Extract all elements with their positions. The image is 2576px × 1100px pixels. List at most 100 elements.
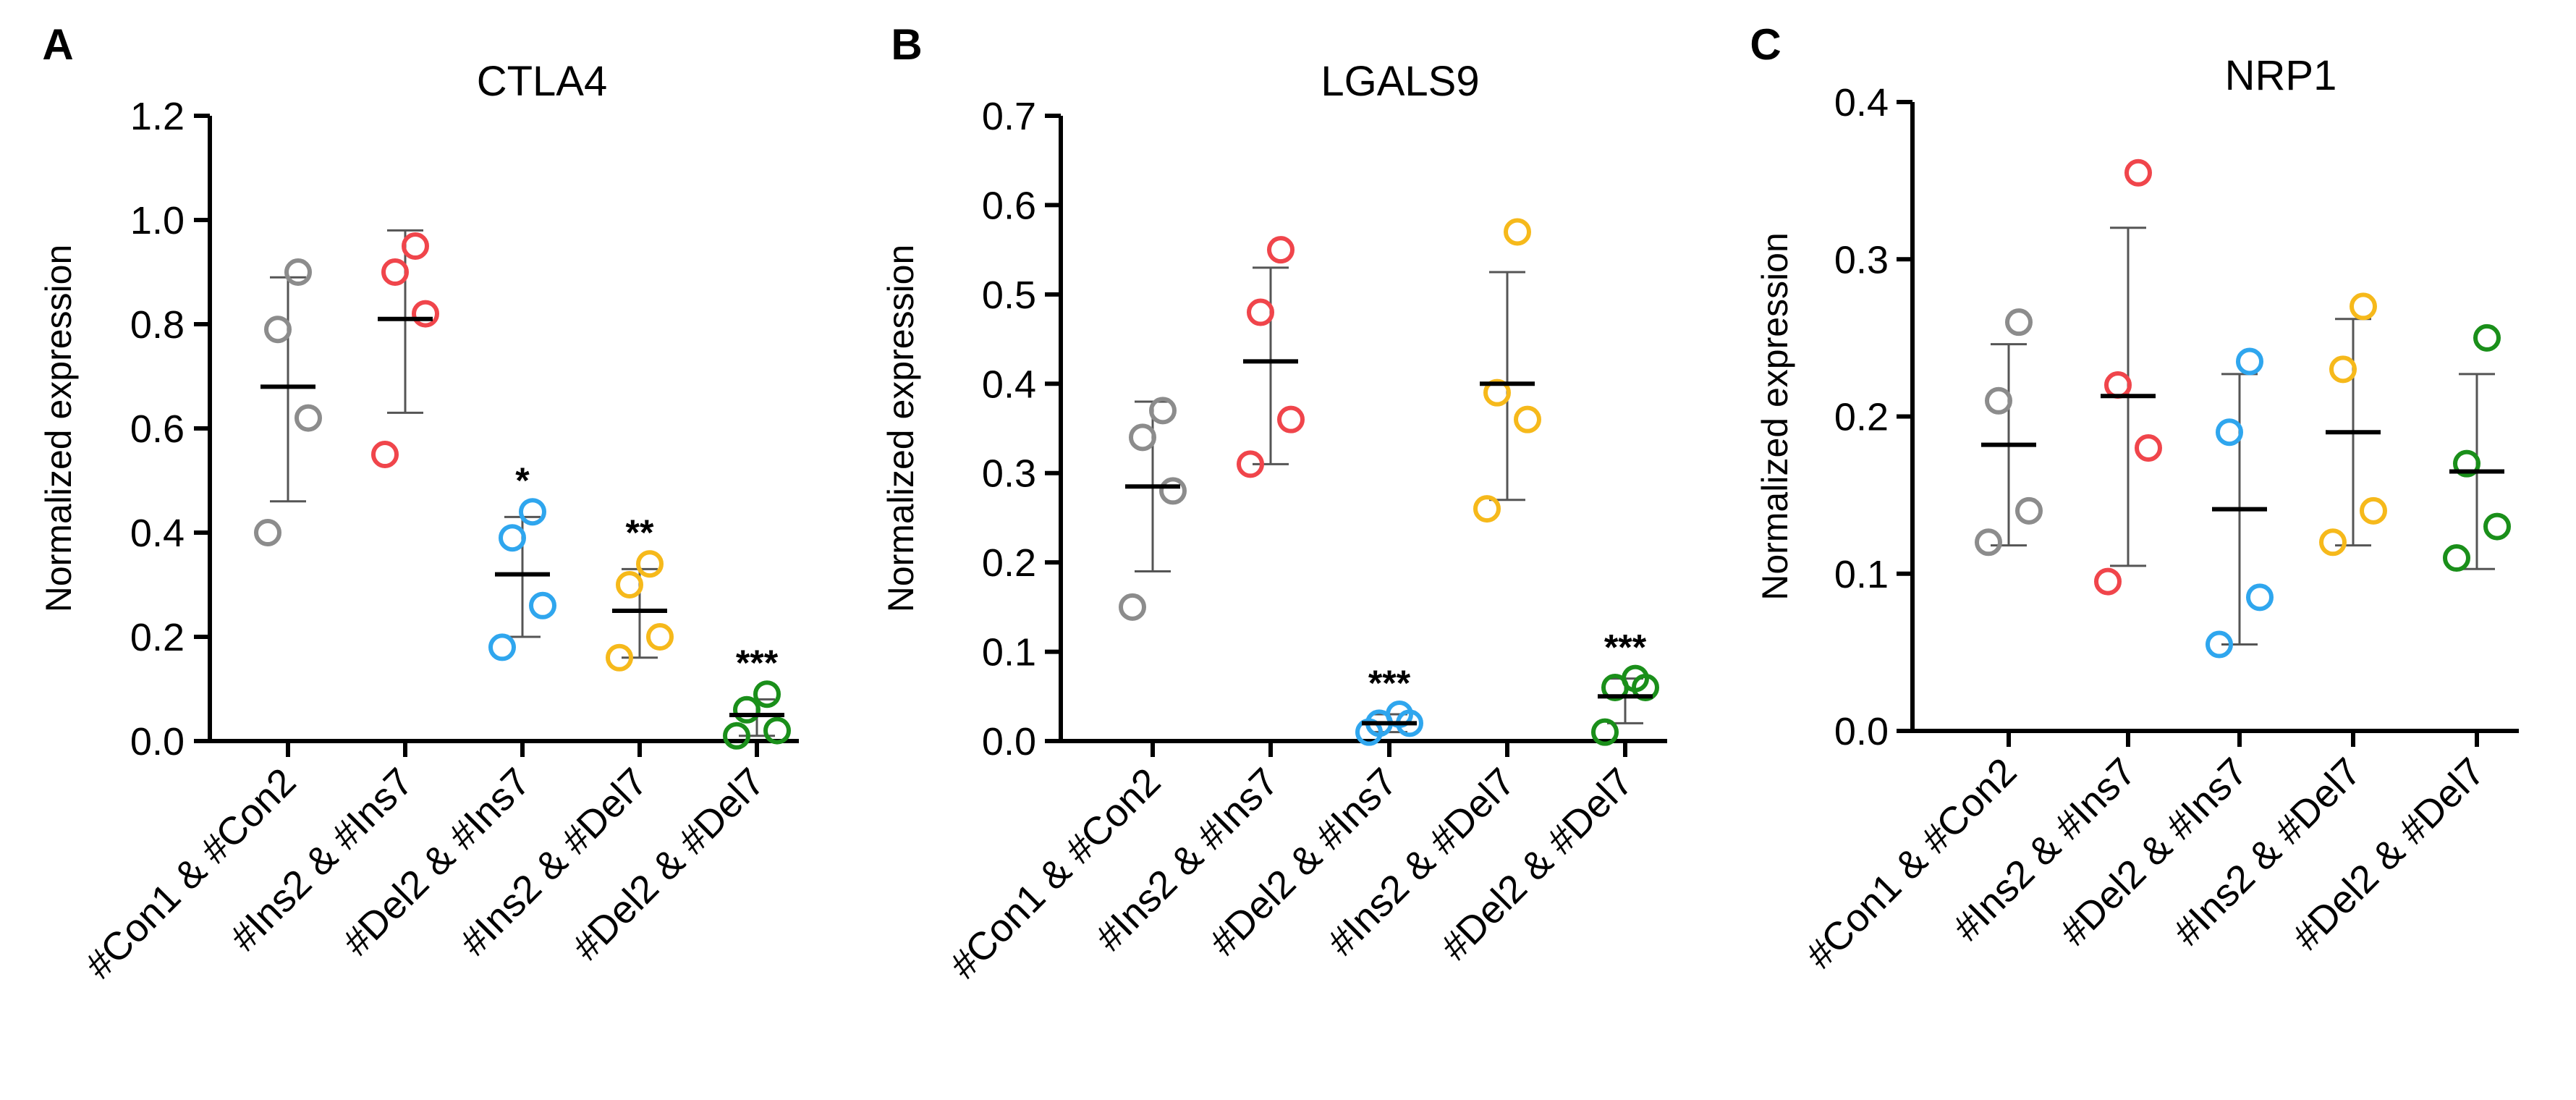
data-point [1129,423,1156,452]
y-axis-label: Normalized expression [881,245,921,613]
y-tick-label: 0.5 [982,274,1036,317]
y-axis-label: Normalized expression [1755,232,1795,601]
data-point [2104,371,2132,399]
data-point [1247,298,1274,326]
data-point [606,643,633,672]
data-point [763,716,791,745]
data-point [616,571,643,598]
data-point [733,695,760,724]
y-tick-label: 0.8 [130,303,185,347]
y-tick-label: 0.3 [1834,238,1889,282]
group-1 [1975,308,2043,557]
y-tick-label: 0.4 [982,363,1036,406]
data-point [2124,158,2152,187]
group-4: ** [606,512,674,672]
data-point [1514,405,1541,433]
y-tick-label: 1.2 [130,95,185,138]
group-2 [2094,158,2162,596]
data-point [488,633,516,661]
data-point [2246,583,2274,612]
chart-title: CTLA4 [477,58,608,105]
data-point [1119,593,1146,621]
x-tick-label: #Con1 & #Con2 [1797,750,2025,977]
chart-title: NRP1 [2225,52,2337,99]
data-point [412,300,439,328]
y-tick-label: 0.4 [130,512,185,555]
data-point [529,591,556,619]
group-4 [1473,218,1541,523]
x-tick-label: #Con1 & #Con2 [941,760,1169,987]
data-point [2015,496,2043,525]
data-point [2350,292,2377,321]
data-point [1159,477,1187,505]
y-tick-label: 0.7 [982,95,1036,138]
panel-a: A CTLA4 Normalized expression 0.0 0.2 0.4 0.6 0… [38,20,799,987]
data-point [381,258,409,286]
data-point [1267,236,1295,264]
group-3 [2206,347,2274,659]
data-point [1386,700,1413,728]
group-3: * [488,460,556,661]
significance-marker: *** [1368,663,1411,703]
data-point [2135,433,2162,462]
y-tick-label: 0.1 [1834,553,1889,596]
data-point [371,441,399,468]
data-point [1591,718,1619,746]
data-point [2483,512,2511,541]
data-point [1149,397,1177,425]
data-point [2443,544,2470,572]
data-point [636,550,664,578]
significance-marker: *** [1604,627,1647,668]
data-point [295,404,322,432]
data-point [2005,308,2033,337]
data-point [254,519,281,546]
y-tick-label: 0.2 [982,541,1036,585]
group-5 [2443,323,2511,572]
data-point [1622,664,1649,693]
data-point [1504,218,1531,246]
data-point [2473,323,2501,352]
data-point [499,524,526,552]
group-1 [1119,397,1187,621]
data-point [1237,450,1264,478]
data-point [2206,630,2233,659]
panel-label: C [1750,20,1781,69]
panel-label: B [891,20,922,69]
group-4 [2319,292,2387,557]
data-point [2216,418,2243,447]
significance-marker: ** [626,512,654,553]
data-point [1483,378,1511,407]
data-point [2319,528,2347,557]
data-point [1985,386,2012,415]
y-tick-label: 0.0 [982,720,1036,763]
data-point [2094,567,2122,596]
data-point [2329,355,2357,384]
y-tick-label: 0.2 [130,616,185,659]
data-point [2360,496,2387,525]
data-point [402,232,429,260]
data-point [284,258,312,286]
data-point [753,680,781,708]
data-point [1473,495,1501,523]
y-tick-label: 0.3 [982,452,1036,496]
data-point [2453,449,2480,478]
data-point [1975,528,2002,557]
y-tick-label: 0.0 [1834,710,1889,753]
group-5: *** [723,643,791,750]
group-2 [371,229,439,468]
group-2 [1237,236,1305,478]
group-5: *** [1591,627,1659,746]
x-tick-label: #Con1 & #Con2 [77,760,304,987]
significance-marker: * [515,460,530,501]
chart-title: LGALS9 [1321,58,1479,105]
panel-label: A [42,20,73,69]
group-3: *** [1355,663,1423,746]
data-point [646,623,674,651]
data-point [1277,405,1305,433]
panel-c: C NRP1 Normalized expression 0.0 0.1 0.2 0.3 0.… [1750,20,2519,977]
group-1 [254,258,322,546]
data-point [519,498,546,526]
data-point [264,316,292,344]
y-tick-label: 0.6 [982,184,1036,227]
